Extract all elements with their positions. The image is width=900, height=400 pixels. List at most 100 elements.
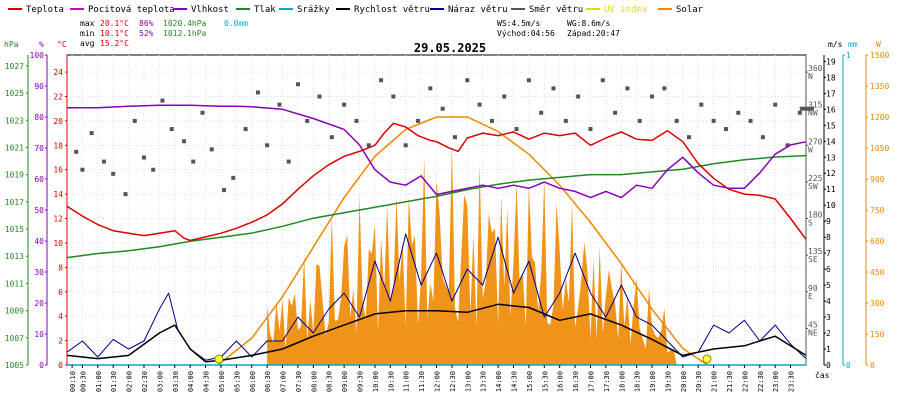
x-tick-label: 01:30 <box>110 371 118 392</box>
wind-dir-point <box>379 78 384 83</box>
winddir-axis-tick-label: 135 <box>808 247 823 256</box>
temp-axis-tick-label: 0 <box>58 361 63 370</box>
winddir-axis-tick-label: 180 <box>808 211 823 220</box>
pressure-axis-tick-label: 1009 <box>5 307 24 316</box>
wind-dir-point <box>539 110 544 115</box>
wind-dir-point <box>74 149 79 154</box>
x-tick-label: 16:30 <box>572 371 580 392</box>
stat-sunrise: Východ:04:56 <box>497 29 555 38</box>
pressure-axis-tick-label: 1027 <box>5 62 24 71</box>
x-tick-label: 01:00 <box>95 371 103 392</box>
unit-cas: čas <box>815 370 830 380</box>
wind-axis-tick-label: 13 <box>826 153 836 162</box>
wind-dir-point <box>625 86 630 91</box>
legend-item: Vlhkost <box>173 5 229 15</box>
winddir-axis-tick-label: 45 <box>808 320 818 329</box>
solar-axis-tick-label: 600 <box>870 237 885 246</box>
wind-dir-point <box>305 118 310 123</box>
unit-hpa: hPa <box>4 40 19 49</box>
wind-dir-point <box>222 188 227 193</box>
wind-dir-point <box>160 98 165 103</box>
stat-avg-label: avg <box>80 39 95 48</box>
wind-dir-point <box>231 175 236 180</box>
x-tick-label: 13:30 <box>480 371 488 392</box>
solar-series <box>217 116 708 366</box>
wind-dir-point <box>317 94 322 99</box>
x-tick-label: 02:00 <box>126 371 134 392</box>
pressure-axis-tick-label: 1017 <box>5 198 24 207</box>
x-tick-label: 10:00 <box>372 371 380 392</box>
chart-title: 29.05.2025 <box>414 41 486 55</box>
unit-mm: mm <box>848 40 858 49</box>
wind-dir-point <box>277 102 282 107</box>
wind-dir-point <box>748 118 753 123</box>
x-tick-label: 07:30 <box>295 371 303 392</box>
temp-axis-tick-label: 10 <box>53 239 63 248</box>
wind-dir-point <box>489 118 494 123</box>
wind-dir-point <box>797 110 802 115</box>
wind-axis-tick-label: 6 <box>826 265 831 274</box>
sun-marker <box>702 354 712 364</box>
x-tick-label: 00:30 <box>79 371 87 392</box>
wind-dir-point <box>576 94 581 99</box>
winddir-axis-tick-label: 225 <box>808 174 823 183</box>
x-tick-label: 11:30 <box>418 371 426 392</box>
legend-label: Směr větru <box>529 5 583 15</box>
pressure-line <box>66 154 807 259</box>
temperature-line <box>66 122 807 242</box>
x-tick-label: 17:00 <box>587 371 595 392</box>
unit-w: W <box>876 40 881 49</box>
temp-axis-tick-label: 24 <box>53 68 63 77</box>
wind-dir-point <box>502 94 507 99</box>
x-tick-label: 14:30 <box>510 371 518 392</box>
x-tick-label: 06:00 <box>249 371 257 392</box>
pressure-axis-tick-label: 1015 <box>5 225 24 234</box>
wind-dir-point <box>773 102 778 107</box>
stat-min-temp: 10.1°C <box>100 29 129 38</box>
wind-dir-point <box>785 143 790 148</box>
rain-axis-tick-label: 1 <box>846 51 851 60</box>
wind-dir-point <box>200 110 205 115</box>
wind-dir-point <box>723 127 728 132</box>
wind-dir-point <box>111 171 116 176</box>
wind-dir-point <box>662 86 667 91</box>
wind-dir-point <box>209 147 214 152</box>
wind-axis-tick-label: 18 <box>826 73 836 82</box>
humidity-axis-tick-label: 50 <box>34 206 44 215</box>
x-tick-label: 11:00 <box>403 371 411 392</box>
wind-dir-point <box>169 127 174 132</box>
pressure-axis-tick-label: 1019 <box>5 171 24 180</box>
x-tick-label: 19:00 <box>649 371 657 392</box>
x-tick-label: 23:30 <box>788 371 796 392</box>
wind-dir-point <box>760 135 765 140</box>
wind-dir-point <box>650 94 655 99</box>
wind-dir-point <box>514 127 519 132</box>
wind-axis-tick-label: 1 <box>826 345 831 354</box>
wind-dir-point <box>151 167 156 172</box>
wind-dir-point <box>613 110 618 115</box>
humidity-axis-tick-label: 100 <box>30 51 45 60</box>
winddir-axis-tick-label: S <box>808 219 813 228</box>
wind-axis-tick-label: 8 <box>826 233 831 242</box>
solar-axis-tick-label: 1200 <box>870 113 889 122</box>
x-tick-label: 15:00 <box>526 371 534 392</box>
wind-dir-point <box>391 94 396 99</box>
wind-dir-point <box>686 135 691 140</box>
solar-axis-tick-label: 750 <box>870 206 885 215</box>
humidity-axis-tick-label: 60 <box>34 175 44 184</box>
wind-dir-point <box>416 118 421 123</box>
wind-dir-point <box>182 139 187 144</box>
solar-axis-tick-label: 900 <box>870 175 885 184</box>
legend-label: Srážky <box>297 5 330 15</box>
wind-dir-point <box>265 143 270 148</box>
humidity-axis-tick-label: 0 <box>39 361 44 370</box>
stat-avg-temp: 15.2°C <box>100 39 129 48</box>
stat-max-label: max <box>80 19 95 28</box>
wind-dir-point <box>255 90 260 95</box>
x-tick-label: 18:00 <box>618 371 626 392</box>
temp-axis-tick-label: 12 <box>53 215 63 224</box>
humidity-axis-tick-label: 80 <box>34 113 44 122</box>
stat-sunset: Západ:20:47 <box>567 29 620 38</box>
wind-dir-point <box>101 159 106 164</box>
temp-axis-tick-label: 2 <box>58 337 63 346</box>
